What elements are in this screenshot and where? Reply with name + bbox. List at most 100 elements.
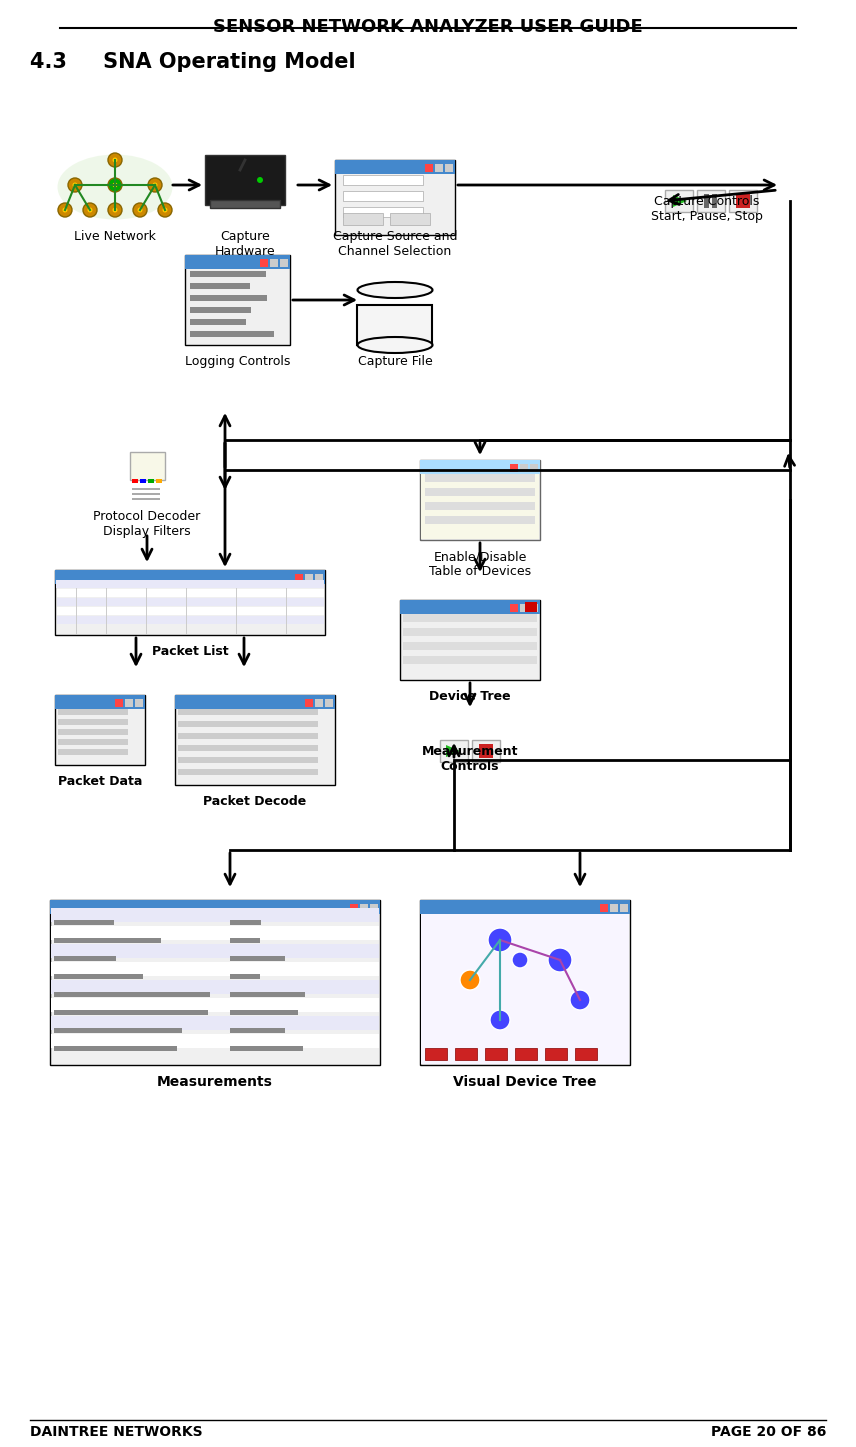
Bar bbox=[54, 974, 206, 980]
Text: 4.3     SNA Operating Model: 4.3 SNA Operating Model bbox=[30, 52, 355, 72]
Bar bbox=[315, 699, 323, 708]
Ellipse shape bbox=[158, 203, 172, 217]
Bar bbox=[305, 699, 313, 708]
Bar bbox=[515, 1048, 537, 1061]
Text: Capture File: Capture File bbox=[358, 355, 432, 368]
Bar bbox=[420, 460, 540, 540]
Ellipse shape bbox=[58, 203, 72, 217]
Bar bbox=[445, 164, 453, 172]
Bar bbox=[530, 464, 538, 472]
Text: Live Network: Live Network bbox=[74, 230, 156, 243]
Bar bbox=[185, 255, 290, 344]
Bar bbox=[230, 993, 294, 997]
Bar bbox=[55, 570, 325, 585]
Bar bbox=[736, 194, 750, 208]
Ellipse shape bbox=[163, 207, 168, 213]
Bar bbox=[335, 161, 455, 174]
Bar bbox=[403, 628, 537, 637]
Bar bbox=[51, 980, 379, 994]
Bar bbox=[455, 1048, 477, 1061]
Bar bbox=[132, 488, 160, 491]
Bar bbox=[510, 603, 518, 612]
Bar bbox=[185, 255, 290, 269]
Ellipse shape bbox=[112, 207, 117, 213]
Bar bbox=[343, 213, 383, 224]
Bar bbox=[51, 998, 379, 1011]
Bar bbox=[420, 900, 630, 915]
Bar bbox=[510, 464, 518, 472]
Bar bbox=[58, 729, 128, 735]
Bar bbox=[178, 757, 318, 763]
Bar bbox=[421, 475, 539, 538]
Bar bbox=[54, 920, 120, 925]
Bar bbox=[190, 318, 258, 326]
Bar bbox=[178, 734, 318, 739]
Bar bbox=[130, 451, 165, 480]
Ellipse shape bbox=[358, 282, 432, 298]
Bar bbox=[530, 603, 538, 612]
Bar bbox=[420, 460, 540, 475]
Bar bbox=[140, 479, 146, 483]
Bar bbox=[132, 498, 160, 501]
Bar bbox=[175, 695, 335, 786]
Bar bbox=[280, 259, 288, 268]
Bar bbox=[205, 155, 285, 205]
Text: Device Tree: Device Tree bbox=[429, 690, 511, 703]
Bar bbox=[525, 602, 537, 612]
Bar bbox=[58, 709, 128, 715]
Ellipse shape bbox=[548, 948, 572, 972]
Bar bbox=[425, 1048, 447, 1061]
Bar bbox=[51, 926, 379, 941]
Bar bbox=[50, 900, 380, 1065]
Text: Capture
Hardware: Capture Hardware bbox=[215, 230, 276, 258]
Ellipse shape bbox=[62, 207, 68, 213]
Bar bbox=[56, 580, 324, 587]
Bar bbox=[56, 589, 324, 598]
Bar bbox=[403, 642, 537, 650]
Bar bbox=[58, 750, 128, 755]
Bar bbox=[230, 956, 284, 961]
Bar bbox=[665, 190, 693, 213]
Ellipse shape bbox=[570, 990, 590, 1010]
Bar bbox=[305, 574, 313, 582]
Bar bbox=[50, 900, 380, 915]
Bar bbox=[425, 488, 535, 496]
Bar bbox=[230, 1010, 278, 1014]
Bar bbox=[545, 1048, 567, 1061]
Bar bbox=[51, 1035, 379, 1048]
Bar bbox=[230, 920, 277, 925]
Ellipse shape bbox=[112, 182, 117, 188]
Bar bbox=[190, 331, 261, 337]
Bar bbox=[178, 768, 318, 776]
Bar bbox=[425, 517, 535, 524]
Ellipse shape bbox=[512, 952, 528, 968]
Ellipse shape bbox=[152, 182, 158, 188]
Bar bbox=[230, 1046, 293, 1051]
Bar bbox=[421, 915, 629, 1064]
Text: DAINTREE NETWORKS: DAINTREE NETWORKS bbox=[30, 1425, 203, 1438]
Bar bbox=[230, 1027, 272, 1033]
Ellipse shape bbox=[488, 928, 512, 952]
Bar bbox=[425, 475, 535, 482]
Bar bbox=[54, 1010, 191, 1014]
Bar bbox=[54, 1027, 131, 1033]
Ellipse shape bbox=[358, 337, 432, 353]
Bar bbox=[54, 993, 146, 997]
Bar bbox=[56, 598, 324, 606]
Text: Packet Data: Packet Data bbox=[58, 776, 142, 789]
Text: Capture Source and
Channel Selection: Capture Source and Channel Selection bbox=[333, 230, 457, 258]
Bar bbox=[390, 213, 430, 224]
Bar bbox=[156, 479, 162, 483]
Ellipse shape bbox=[108, 203, 122, 217]
Bar bbox=[729, 190, 757, 213]
Bar bbox=[54, 1046, 127, 1051]
Bar bbox=[479, 744, 493, 758]
Bar bbox=[135, 699, 143, 708]
Bar bbox=[575, 1048, 597, 1061]
Bar bbox=[360, 904, 368, 912]
Text: Capture Controls
Start, Pause, Stop: Capture Controls Start, Pause, Stop bbox=[651, 195, 763, 223]
Bar bbox=[520, 464, 528, 472]
Bar bbox=[325, 699, 333, 708]
Bar bbox=[58, 719, 128, 725]
Text: Logging Controls: Logging Controls bbox=[185, 355, 290, 368]
